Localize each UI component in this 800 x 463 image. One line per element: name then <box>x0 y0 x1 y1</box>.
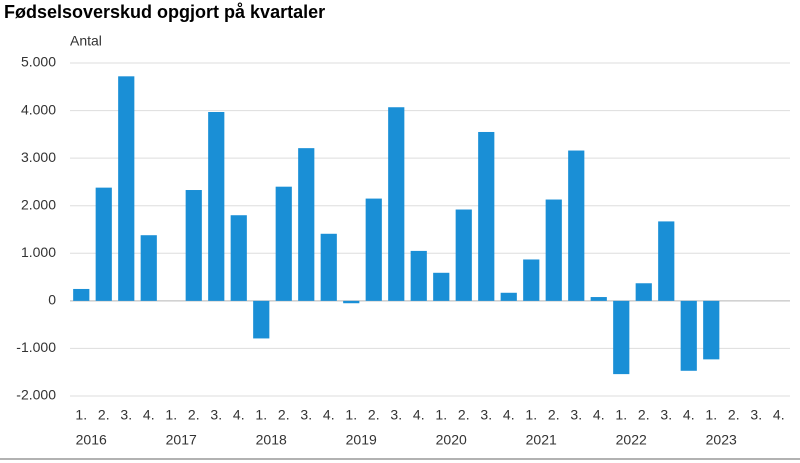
bar <box>410 250 427 301</box>
x-tick-label: 1. <box>255 407 267 423</box>
bar <box>298 148 315 301</box>
bar <box>230 215 247 301</box>
bar <box>703 300 720 360</box>
x-tick-label: 3. <box>210 407 222 423</box>
year-label: 2020 <box>436 432 467 448</box>
year-label: 2019 <box>346 432 377 448</box>
bar <box>635 283 652 301</box>
bar <box>185 190 202 301</box>
y-tick-label: 3.000 <box>21 149 56 165</box>
bar <box>388 107 405 301</box>
x-tick-label: 1. <box>615 407 627 423</box>
bar <box>343 300 360 304</box>
y-tick-label: 1.000 <box>21 244 56 260</box>
x-tick-label: 4. <box>503 407 515 423</box>
year-label: 2022 <box>616 432 647 448</box>
bar <box>680 300 697 371</box>
bar <box>478 131 495 301</box>
bar <box>523 259 540 301</box>
x-tick-label: 4. <box>593 407 605 423</box>
x-tick-label: 2. <box>548 407 560 423</box>
x-tick-label: 3. <box>660 407 672 423</box>
x-tick-label: 2. <box>98 407 110 423</box>
bar <box>545 199 562 301</box>
year-label: 2018 <box>256 432 287 448</box>
bar <box>365 198 382 301</box>
bar <box>613 300 630 375</box>
bar <box>95 187 112 301</box>
x-tick-label: 1. <box>435 407 447 423</box>
year-label: 2016 <box>76 432 107 448</box>
x-tick-label: 2. <box>458 407 470 423</box>
bar <box>320 233 337 301</box>
x-tick-label: 4. <box>413 407 425 423</box>
x-tick-label: 2. <box>188 407 200 423</box>
x-tick-label: 3. <box>480 407 492 423</box>
y-tick-label: -1.000 <box>16 339 56 355</box>
x-tick-label: 1. <box>525 407 537 423</box>
x-tick-label: 4. <box>773 407 785 423</box>
y-tick-label: 2.000 <box>21 196 56 212</box>
x-tick-label: 1. <box>345 407 357 423</box>
bar <box>73 288 90 301</box>
bar <box>118 76 135 301</box>
year-label: 2021 <box>526 432 557 448</box>
y-tick-label: 4.000 <box>21 101 56 117</box>
bar <box>140 235 157 301</box>
x-tick-label: 3. <box>750 407 762 423</box>
y-tick-label: 0 <box>48 292 56 308</box>
x-tick-label: 4. <box>233 407 245 423</box>
chart-title: Fødselsoverskud opgjort på kvartaler <box>4 2 325 22</box>
x-tick-label: 4. <box>683 407 695 423</box>
x-tick-label: 2. <box>368 407 380 423</box>
year-label: 2017 <box>166 432 197 448</box>
bar <box>208 111 225 301</box>
bar <box>253 300 270 339</box>
x-tick-label: 2. <box>728 407 740 423</box>
y-axis-label: Antal <box>70 33 102 49</box>
x-tick-label: 3. <box>570 407 582 423</box>
bar <box>500 292 517 301</box>
x-tick-label: 4. <box>143 407 155 423</box>
bar <box>433 272 450 301</box>
bar <box>568 150 585 301</box>
x-tick-label: 1. <box>165 407 177 423</box>
bar <box>275 186 292 301</box>
year-label: 2023 <box>706 432 737 448</box>
x-tick-label: 4. <box>323 407 335 423</box>
x-tick-label: 3. <box>120 407 132 423</box>
x-tick-label: 2. <box>278 407 290 423</box>
bar <box>590 297 607 301</box>
x-tick-label: 2. <box>638 407 650 423</box>
x-tick-label: 1. <box>75 407 87 423</box>
bar <box>658 221 675 301</box>
x-tick-label: 1. <box>705 407 717 423</box>
y-tick-label: 5.000 <box>21 54 56 70</box>
bar <box>455 209 472 301</box>
x-tick-label: 3. <box>300 407 312 423</box>
y-tick-label: -2.000 <box>16 387 56 403</box>
x-tick-label: 3. <box>390 407 402 423</box>
